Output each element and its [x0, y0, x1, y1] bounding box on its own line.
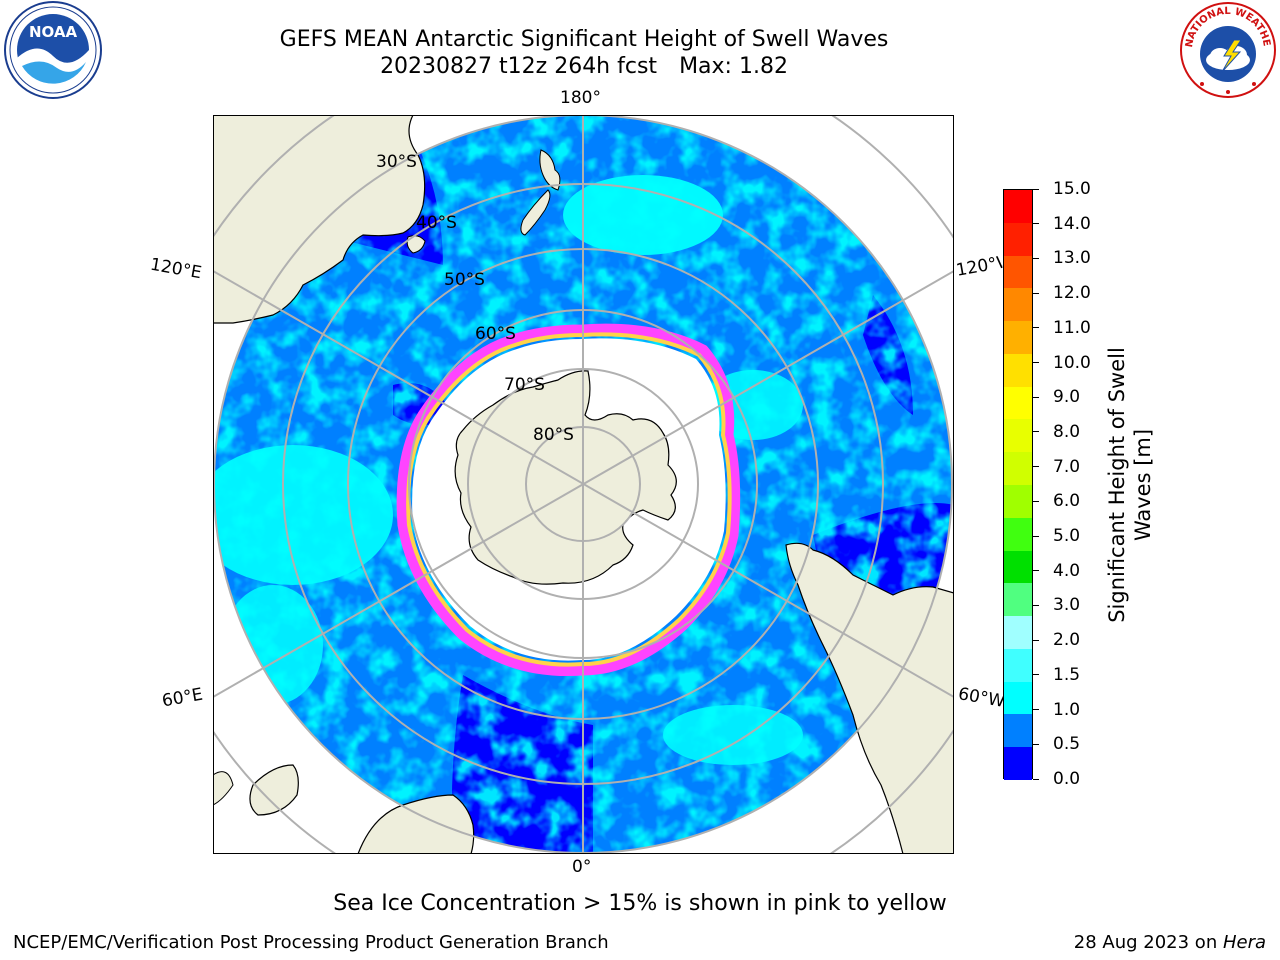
- colorbar-tick-label: 0.5: [1053, 734, 1081, 755]
- colorbar-tick: [1033, 778, 1039, 780]
- colorbar-tick-label: 7.0: [1053, 456, 1081, 477]
- lon-label-lower-right: 60°W: [956, 684, 1006, 712]
- colorbar-tick: [1033, 500, 1039, 502]
- noaa-logo-icon: NOAA: [4, 1, 102, 99]
- nws-logo-icon: NATIONAL WEATHER SERVICE: [1178, 0, 1276, 98]
- colorbar-tick-label: 9.0: [1053, 387, 1081, 408]
- colorbar-tick-label: 4.0: [1053, 560, 1081, 581]
- colorbar-tick-label: 12.0: [1053, 283, 1091, 304]
- colorbar-tick: [1033, 743, 1039, 745]
- colorbar-tick-label: 14.0: [1053, 213, 1091, 234]
- colorbar-tick-label: 8.0: [1053, 421, 1081, 442]
- lat-label-30s: 30°S: [376, 152, 417, 172]
- colorbar-segment: [1004, 222, 1032, 256]
- map-title: GEFS MEAN Antarctic Significant Height o…: [279, 27, 889, 52]
- colorbar-segment: [1004, 747, 1032, 780]
- lat-label-80s: 80°S: [533, 425, 574, 445]
- lon-label-lower-left: 60°E: [160, 684, 205, 712]
- colorbar-tick-label: 3.0: [1053, 595, 1081, 616]
- lat-label-60s: 60°S: [475, 324, 516, 344]
- colorbar-tick-label: 10.0: [1053, 352, 1091, 373]
- colorbar-tick-label: 2.0: [1053, 630, 1081, 651]
- noaa-logo-text: NOAA: [29, 23, 78, 41]
- colorbar-tick: [1033, 604, 1039, 606]
- lat-label-70s: 70°S: [504, 375, 545, 395]
- colorbar-segment: [1004, 190, 1032, 223]
- colorbar-segment: [1004, 681, 1032, 715]
- max-value: Max: 1.82: [679, 54, 788, 79]
- colorbar-tick: [1033, 292, 1039, 294]
- colorbar-tick-label: 1.0: [1053, 699, 1081, 720]
- colorbar-tick-label: 13.0: [1053, 248, 1091, 269]
- colorbar-tick: [1033, 431, 1039, 433]
- colorbar-segment: [1004, 517, 1032, 551]
- host-name: Hera: [1222, 932, 1266, 953]
- forecast-run: 20230827 t12z 264h fcst: [380, 54, 658, 79]
- map-subtitle: 20230827 t12z 264h fcst Max: 1.82: [0, 54, 1168, 80]
- colorbar-segment: [1004, 255, 1032, 289]
- colorbar: [1003, 189, 1033, 780]
- colorbar-segment: [1004, 386, 1032, 420]
- colorbar-tick: [1033, 327, 1039, 329]
- colorbar-segment: [1004, 616, 1032, 649]
- date-text: 28 Aug 2023 on: [1073, 932, 1223, 953]
- colorbar-tick: [1033, 396, 1039, 398]
- colorbar-segment: [1004, 419, 1032, 453]
- colorbar-tick-label: 11.0: [1053, 317, 1091, 338]
- new-zealand-north: [539, 149, 561, 191]
- lon-label-upper-right: 120°W: [954, 253, 1004, 281]
- colorbar-tick: [1033, 188, 1039, 190]
- colorbar-tick-label: 15.0: [1053, 179, 1091, 199]
- colorbar-tick-label: 6.0: [1053, 491, 1081, 512]
- colorbar-segment: [1004, 550, 1032, 584]
- polar-map: [213, 115, 954, 854]
- lon-label-bottom: 0°: [572, 857, 592, 877]
- colorbar-segment: [1004, 452, 1032, 485]
- lat-label-50s: 50°S: [444, 270, 485, 290]
- colorbar-segment: [1004, 648, 1032, 682]
- new-zealand-south: [520, 189, 551, 236]
- colorbar-segment: [1004, 714, 1032, 748]
- date-host: 28 Aug 2023 on Hera: [1074, 932, 1266, 953]
- africa-landmass: [357, 794, 475, 854]
- sea-ice-footnote: Sea Ice Concentration > 15% is shown in …: [333, 891, 947, 916]
- antarctica-landmass: [454, 370, 677, 585]
- colorbar-tick-label: 1.5: [1053, 664, 1081, 685]
- australia-landmass: [213, 115, 426, 324]
- colorbar-tick: [1033, 362, 1039, 364]
- colorbar-label: Significant Height of Swell Waves [m]: [1105, 347, 1155, 623]
- colorbar-tick: [1033, 570, 1039, 572]
- colorbar-tick: [1033, 535, 1039, 537]
- colorbar-segment: [1004, 485, 1032, 518]
- colorbar-tick: [1033, 223, 1039, 225]
- lon-label-top: 180°: [560, 88, 601, 108]
- colorbar-segment: [1004, 288, 1032, 322]
- colorbar-segment: [1004, 321, 1032, 354]
- colorbar-segment: [1004, 583, 1032, 617]
- colorbar-tick: [1033, 709, 1039, 711]
- colorbar-tick-label: 5.0: [1053, 526, 1081, 547]
- lat-label-40s: 40°S: [416, 213, 457, 233]
- colorbar-segment: [1004, 353, 1032, 387]
- lon-label-upper-left: 120°E: [148, 254, 204, 284]
- colorbar-tick: [1033, 639, 1039, 641]
- colorbar-tick: [1033, 466, 1039, 468]
- colorbar-tick: [1033, 257, 1039, 259]
- colorbar-tick: [1033, 674, 1039, 676]
- colorbar-tick-label: 0.0: [1053, 769, 1081, 789]
- credit-text: NCEP/EMC/Verification Post Processing Pr…: [13, 932, 609, 953]
